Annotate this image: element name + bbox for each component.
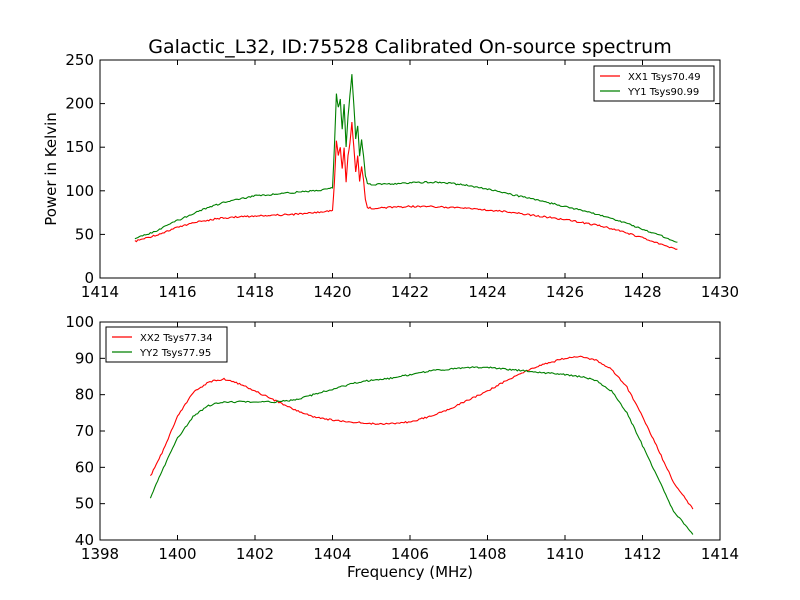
x-tick-label: 1410 [546, 545, 584, 563]
y-tick-label: 80 [75, 386, 94, 404]
x-tick-label: 1414 [81, 283, 119, 301]
x-tick-label: 1428 [623, 283, 661, 301]
x-tick-label: 1412 [623, 545, 661, 563]
bottom-xlabel: Frequency (MHz) [347, 563, 473, 581]
x-tick-label: 1408 [468, 545, 506, 563]
y-tick-label: 0 [84, 269, 94, 287]
y-tick-label: 50 [75, 225, 94, 243]
x-tick-label: 1422 [391, 283, 429, 301]
bottom-panel: 1398 1400 1402 1404 1406 1408 1410 1412 1414 40 50… [65, 313, 739, 581]
y-tick-label: 90 [75, 349, 94, 367]
legend: XX1 Tsys70.49 YY1 Tsys90.99 [593, 65, 715, 102]
x-tick-label: 1414 [701, 545, 739, 563]
legend-box [593, 65, 715, 102]
y-tick-label: 100 [65, 313, 94, 331]
x-tick-label: 1406 [391, 545, 429, 563]
y-tick-label: 100 [65, 182, 94, 200]
legend-box [105, 326, 228, 363]
x-tick-label: 1420 [313, 283, 351, 301]
x-tick-label: 1424 [468, 283, 506, 301]
legend-label: YY1 Tsys90.99 [627, 87, 699, 98]
y-tick-label: 250 [65, 51, 94, 69]
top-ylabel: Power in Kelvin [42, 112, 60, 226]
x-tick-label: 1398 [81, 545, 119, 563]
x-tick-label: 1416 [158, 283, 196, 301]
y-tick-label: 50 [75, 495, 94, 513]
series-line-1 [149, 355, 694, 510]
y-tick-label: 40 [75, 531, 94, 549]
x-tick-label: 1404 [313, 545, 351, 563]
series-line-1 [134, 122, 678, 250]
chart-title: Galactic_L32, ID:75528 Calibrated On-sou… [148, 36, 671, 58]
y-tick-label: 150 [65, 138, 94, 156]
x-tick-label: 1400 [158, 545, 196, 563]
x-tick-label: 1426 [546, 283, 584, 301]
y-tick-label: 200 [65, 95, 94, 113]
x-tick-label: 1418 [236, 283, 274, 301]
x-tick-label: 1430 [701, 283, 739, 301]
x-tick-label: 1402 [236, 545, 274, 563]
y-tick-label: 70 [75, 422, 94, 440]
top-panel: 1414 1416 1418 1420 1422 1424 1426 1428 1430 0 50 1… [42, 51, 739, 301]
y-tick-label: 60 [75, 458, 94, 476]
legend-label: XX1 Tsys70.49 [628, 72, 701, 83]
series-line-2 [149, 366, 694, 535]
legend-label: YY2 Tsys77.95 [139, 348, 211, 359]
series-line-2 [134, 74, 678, 243]
legend-label: XX2 Tsys77.34 [140, 333, 213, 344]
legend: XX2 Tsys77.34 YY2 Tsys77.95 [105, 326, 228, 363]
